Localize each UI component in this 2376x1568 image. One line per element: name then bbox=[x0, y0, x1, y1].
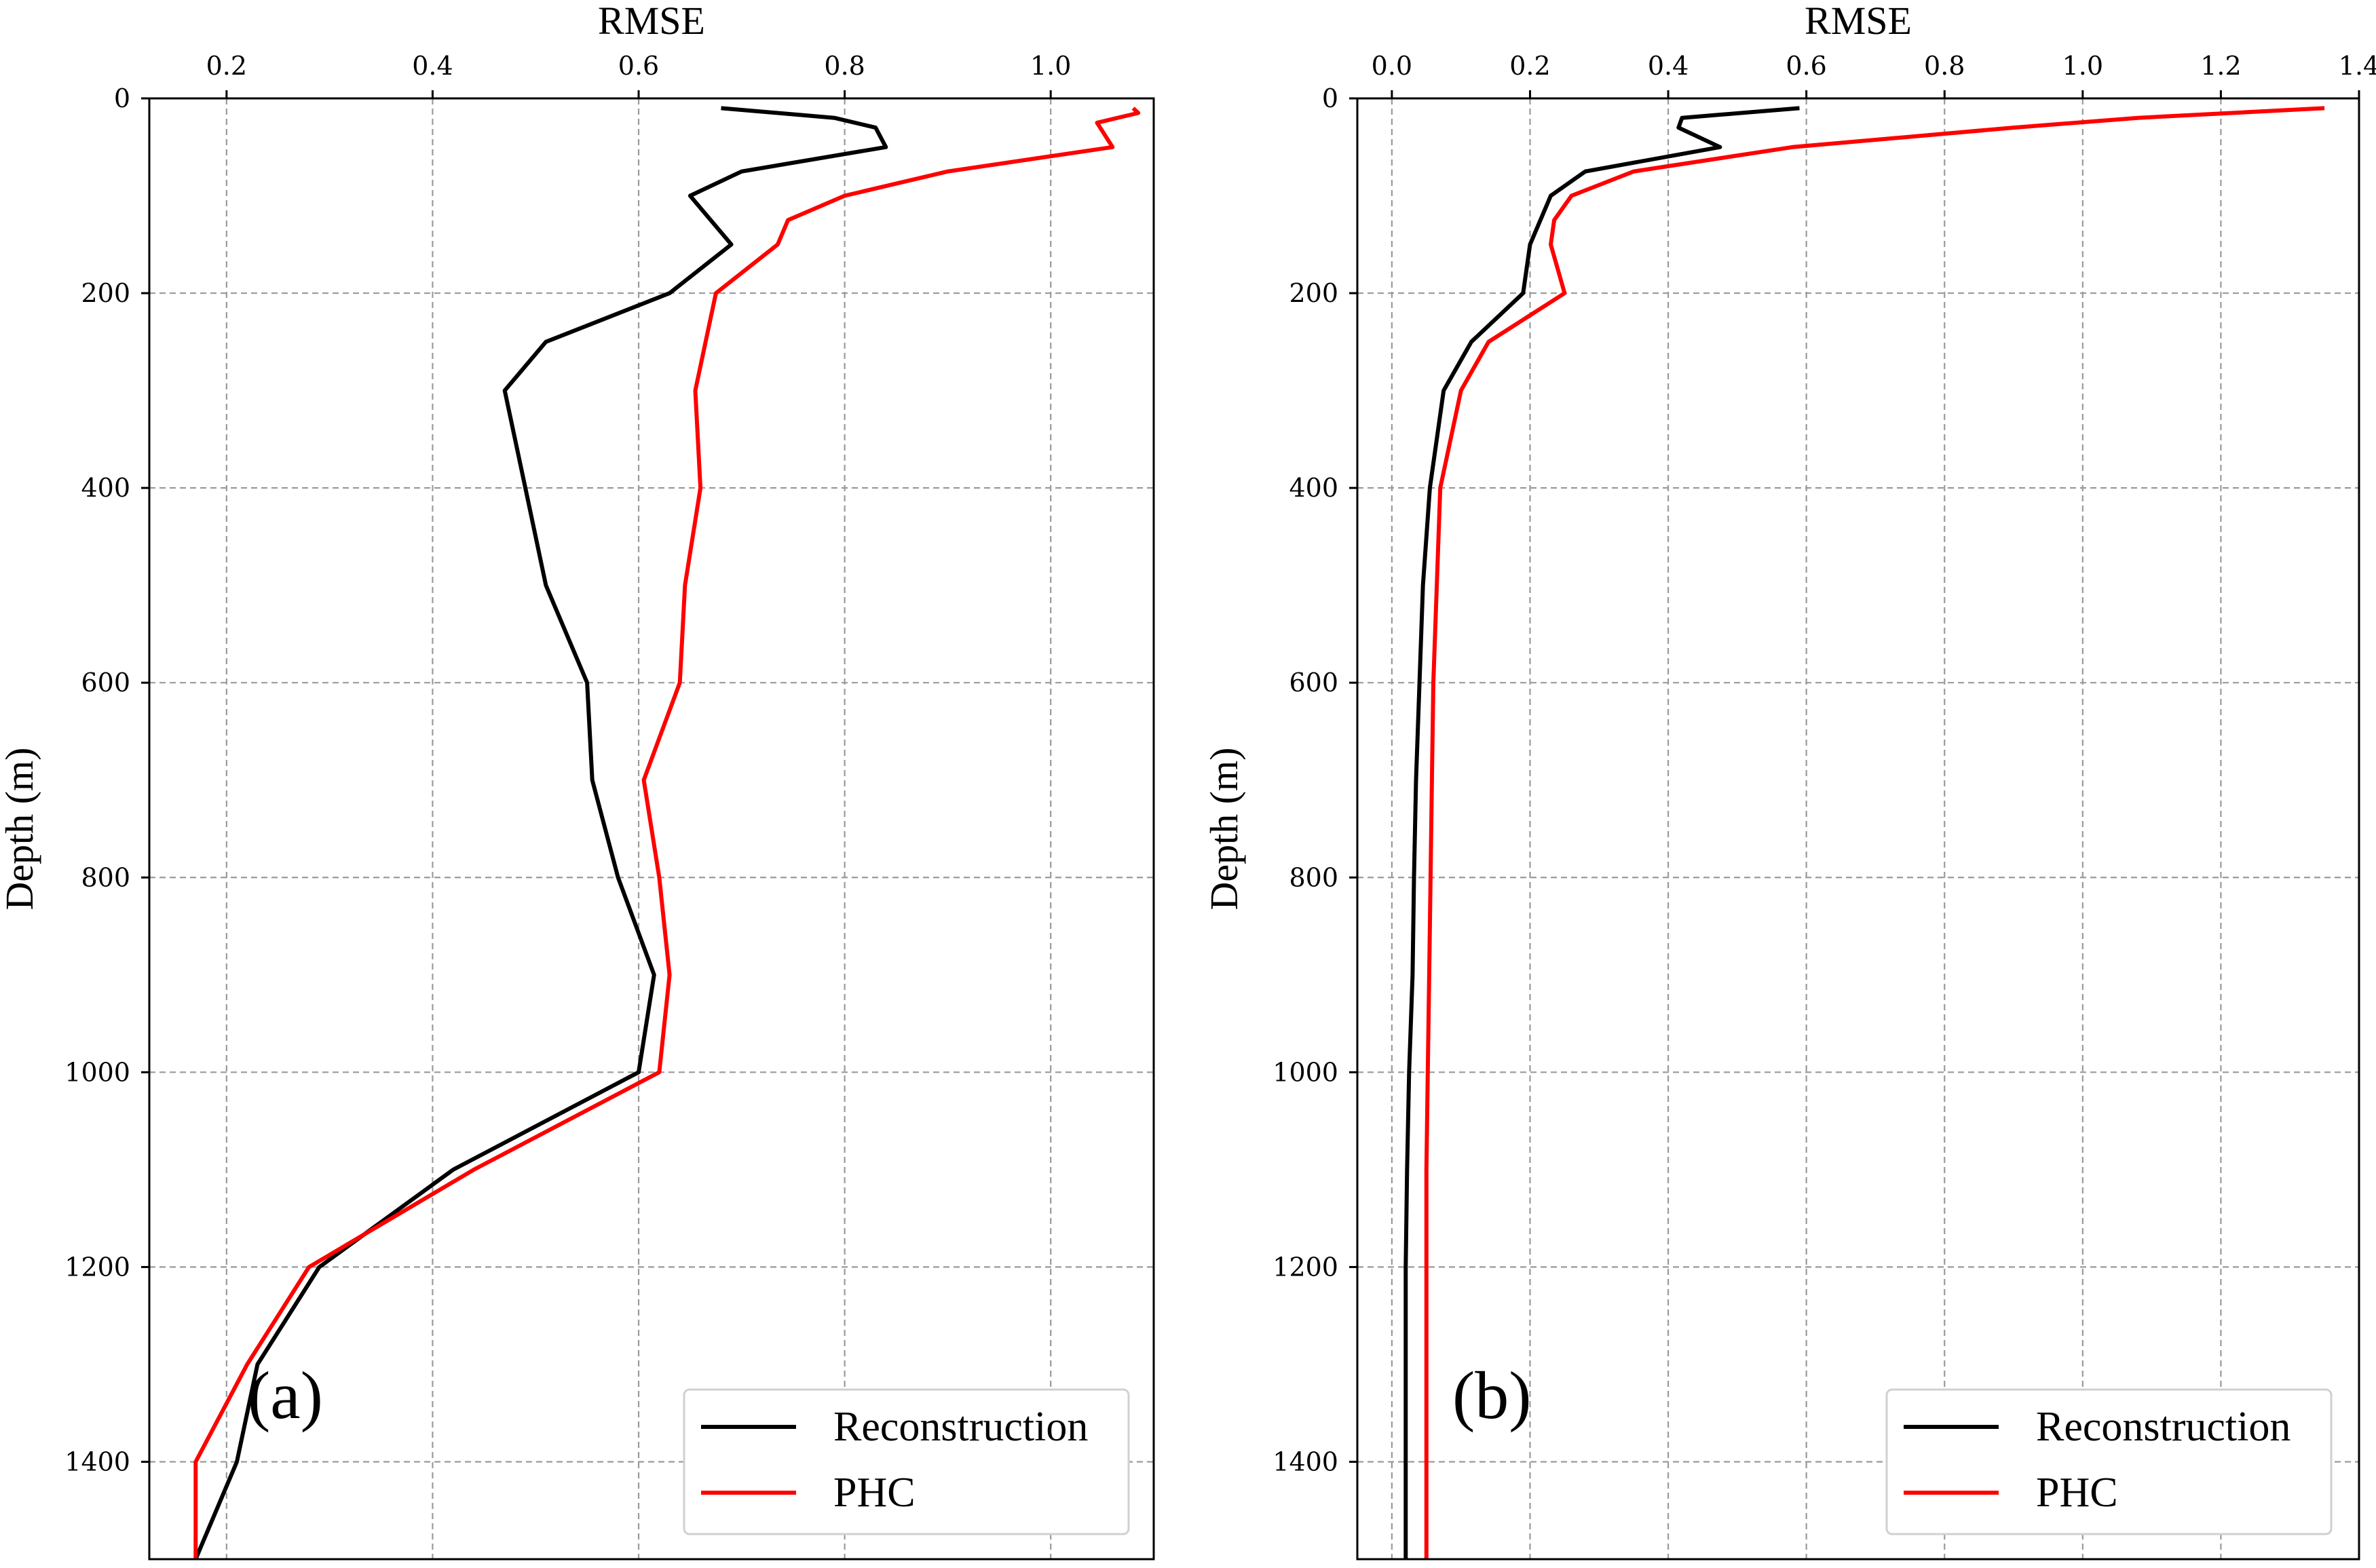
panel-a-label: (a) bbox=[248, 1358, 323, 1433]
panel-a-line-phc bbox=[193, 107, 1141, 1559]
panel-b-x-tick-label: 1.2 bbox=[2200, 51, 2241, 81]
panel-a-grid bbox=[149, 97, 1154, 1559]
panel-b-x-tick-label: 1.0 bbox=[2062, 51, 2103, 81]
panel-b-line-phc bbox=[1424, 106, 2325, 1559]
panel-b-y-tick-label: 1000 bbox=[1272, 1057, 1338, 1087]
panel-b-y-tick-label: 800 bbox=[1289, 862, 1338, 892]
panel-a-y-tick-label: 1000 bbox=[64, 1057, 130, 1087]
panel-a-y-tick-label: 0 bbox=[114, 83, 130, 113]
panel-a-y-tick-label: 1400 bbox=[64, 1447, 130, 1476]
panel-b-y-axis-title: Depth (m) bbox=[1202, 748, 1246, 911]
panel-a-legend-label-reconstruction: Reconstruction bbox=[833, 1404, 1088, 1450]
panel-a-y-tick-label: 1200 bbox=[64, 1252, 130, 1282]
panel-a-series bbox=[193, 106, 1141, 1561]
panel-b-x-tick-label: 0.2 bbox=[1509, 51, 1550, 81]
panel-b-plot-frame bbox=[1356, 97, 2360, 1561]
panel-a-y-axis-title: Depth (m) bbox=[0, 748, 41, 911]
panel-b-x-tick-label: 0.0 bbox=[1372, 51, 1412, 81]
panel-a-line-reconstruction bbox=[193, 106, 888, 1561]
panel-a-x-axis-title: RMSE bbox=[598, 0, 705, 43]
panel-b-label: (b) bbox=[1452, 1358, 1532, 1433]
panel-b-x-tick-label: 0.4 bbox=[1648, 51, 1689, 81]
panel-b-legend-label-phc: PHC bbox=[2036, 1470, 2118, 1516]
panel-a-x-tick-label: 0.4 bbox=[412, 51, 453, 81]
panel-a: 0.2 0.4 0.6 0.8 1.0 0 200 400 600 800 1000 1200 1400… bbox=[0, 0, 1155, 1561]
panel-a-legend-label-phc: PHC bbox=[833, 1470, 916, 1516]
panel-b-y-tick-label: 600 bbox=[1289, 668, 1338, 697]
panel-b-y-tick-label: 200 bbox=[1289, 278, 1338, 308]
panel-b-y-tick-label: 0 bbox=[1322, 83, 1338, 113]
panel-a-plot-frame bbox=[148, 97, 1155, 1561]
panel-a-legend: Reconstruction PHC bbox=[683, 1388, 1130, 1535]
panel-b-y-tick-label: 1400 bbox=[1272, 1447, 1338, 1476]
panel-b-y-tick-label: 1200 bbox=[1272, 1252, 1338, 1282]
panel-b-ticks: 0.0 0.2 0.4 0.6 0.8 1.0 1.2 1.4 0 200 400 600 800 100… bbox=[1272, 51, 2376, 1476]
panel-b-y-tick-label: 400 bbox=[1289, 473, 1338, 503]
panel-a-x-tick-label: 0.6 bbox=[618, 51, 659, 81]
panel-b-x-tick-label: 0.8 bbox=[1924, 51, 1965, 81]
panel-a-y-tick-label: 200 bbox=[81, 278, 130, 308]
panel-b-x-tick-label: 1.4 bbox=[2339, 51, 2376, 81]
panel-b-x-axis-title: RMSE bbox=[1805, 0, 1912, 43]
panel-a-y-tick-label: 400 bbox=[81, 473, 130, 503]
panel-b-x-tick-label: 0.6 bbox=[1786, 51, 1826, 81]
panel-a-x-tick-label: 1.0 bbox=[1030, 51, 1071, 81]
panel-a-x-tick-label: 0.2 bbox=[206, 51, 247, 81]
panel-a-x-tick-label: 0.8 bbox=[824, 51, 865, 81]
panel-b-legend-label-reconstruction: Reconstruction bbox=[2036, 1404, 2290, 1450]
panel-a-ticks: 0.2 0.4 0.6 0.8 1.0 0 200 400 600 800 1000 1200 1400 bbox=[64, 51, 1071, 1476]
panel-b-line-reconstruction bbox=[1403, 106, 1800, 1559]
panel-a-y-tick-label: 600 bbox=[81, 668, 130, 697]
panel-b-legend: Reconstruction PHC bbox=[1885, 1388, 2333, 1535]
panel-a-y-tick-label: 800 bbox=[81, 862, 130, 892]
panel-b-series bbox=[1403, 106, 2325, 1559]
panel-b: 0.0 0.2 0.4 0.6 0.8 1.0 1.2 1.4 0 200 400 600 800 100… bbox=[1202, 0, 2376, 1561]
